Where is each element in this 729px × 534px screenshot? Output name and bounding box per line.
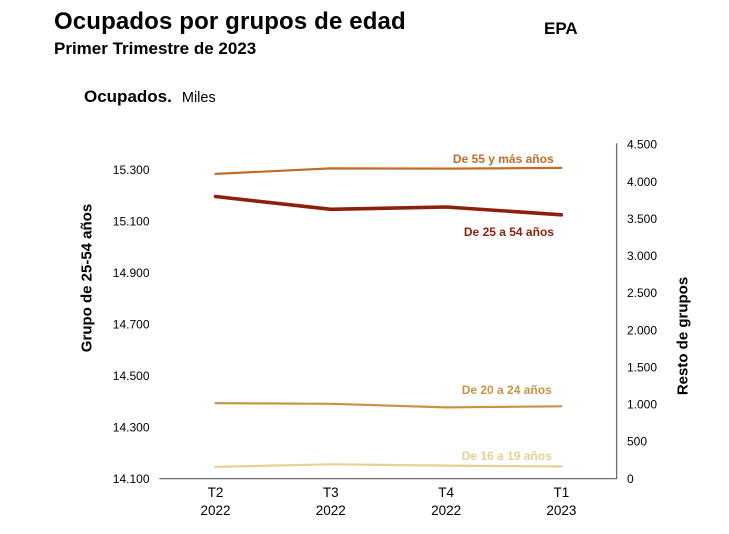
- svg-text:De 25 a 54 años: De 25 a 54 años: [464, 225, 554, 239]
- svg-text:14.100: 14.100: [113, 472, 150, 486]
- svg-text:15.300: 15.300: [113, 163, 150, 177]
- svg-text:T2: T2: [208, 485, 224, 500]
- svg-text:2022: 2022: [200, 503, 230, 518]
- svg-text:1.500: 1.500: [627, 360, 657, 374]
- svg-text:De 55 y más años: De 55 y más años: [453, 152, 554, 166]
- svg-text:De 20 a 24 años: De 20 a 24 años: [462, 383, 552, 397]
- svg-text:1.000: 1.000: [627, 398, 657, 412]
- svg-text:4.000: 4.000: [627, 175, 657, 189]
- svg-text:3.500: 3.500: [627, 212, 657, 226]
- svg-text:500: 500: [627, 435, 647, 449]
- svg-text:2022: 2022: [431, 503, 461, 518]
- svg-text:14.900: 14.900: [113, 266, 150, 280]
- svg-text:14.500: 14.500: [113, 369, 150, 383]
- svg-text:14.700: 14.700: [113, 317, 150, 331]
- svg-text:De 16 a 19 años: De 16 a 19 años: [462, 449, 552, 463]
- svg-text:T4: T4: [438, 485, 454, 500]
- svg-text:Grupo de 25-54 años: Grupo de 25-54 años: [79, 204, 96, 352]
- svg-text:Resto de grupos: Resto de grupos: [675, 277, 692, 395]
- svg-text:2.000: 2.000: [627, 323, 657, 337]
- svg-text:2.500: 2.500: [627, 286, 657, 300]
- svg-text:15.100: 15.100: [113, 215, 150, 229]
- svg-text:T3: T3: [323, 485, 339, 500]
- svg-text:0: 0: [627, 472, 634, 486]
- svg-text:2023: 2023: [546, 503, 576, 518]
- svg-text:14.300: 14.300: [113, 420, 150, 434]
- svg-text:3.000: 3.000: [627, 249, 657, 263]
- svg-text:2022: 2022: [316, 503, 346, 518]
- svg-text:T1: T1: [554, 485, 570, 500]
- svg-text:4.500: 4.500: [627, 138, 657, 152]
